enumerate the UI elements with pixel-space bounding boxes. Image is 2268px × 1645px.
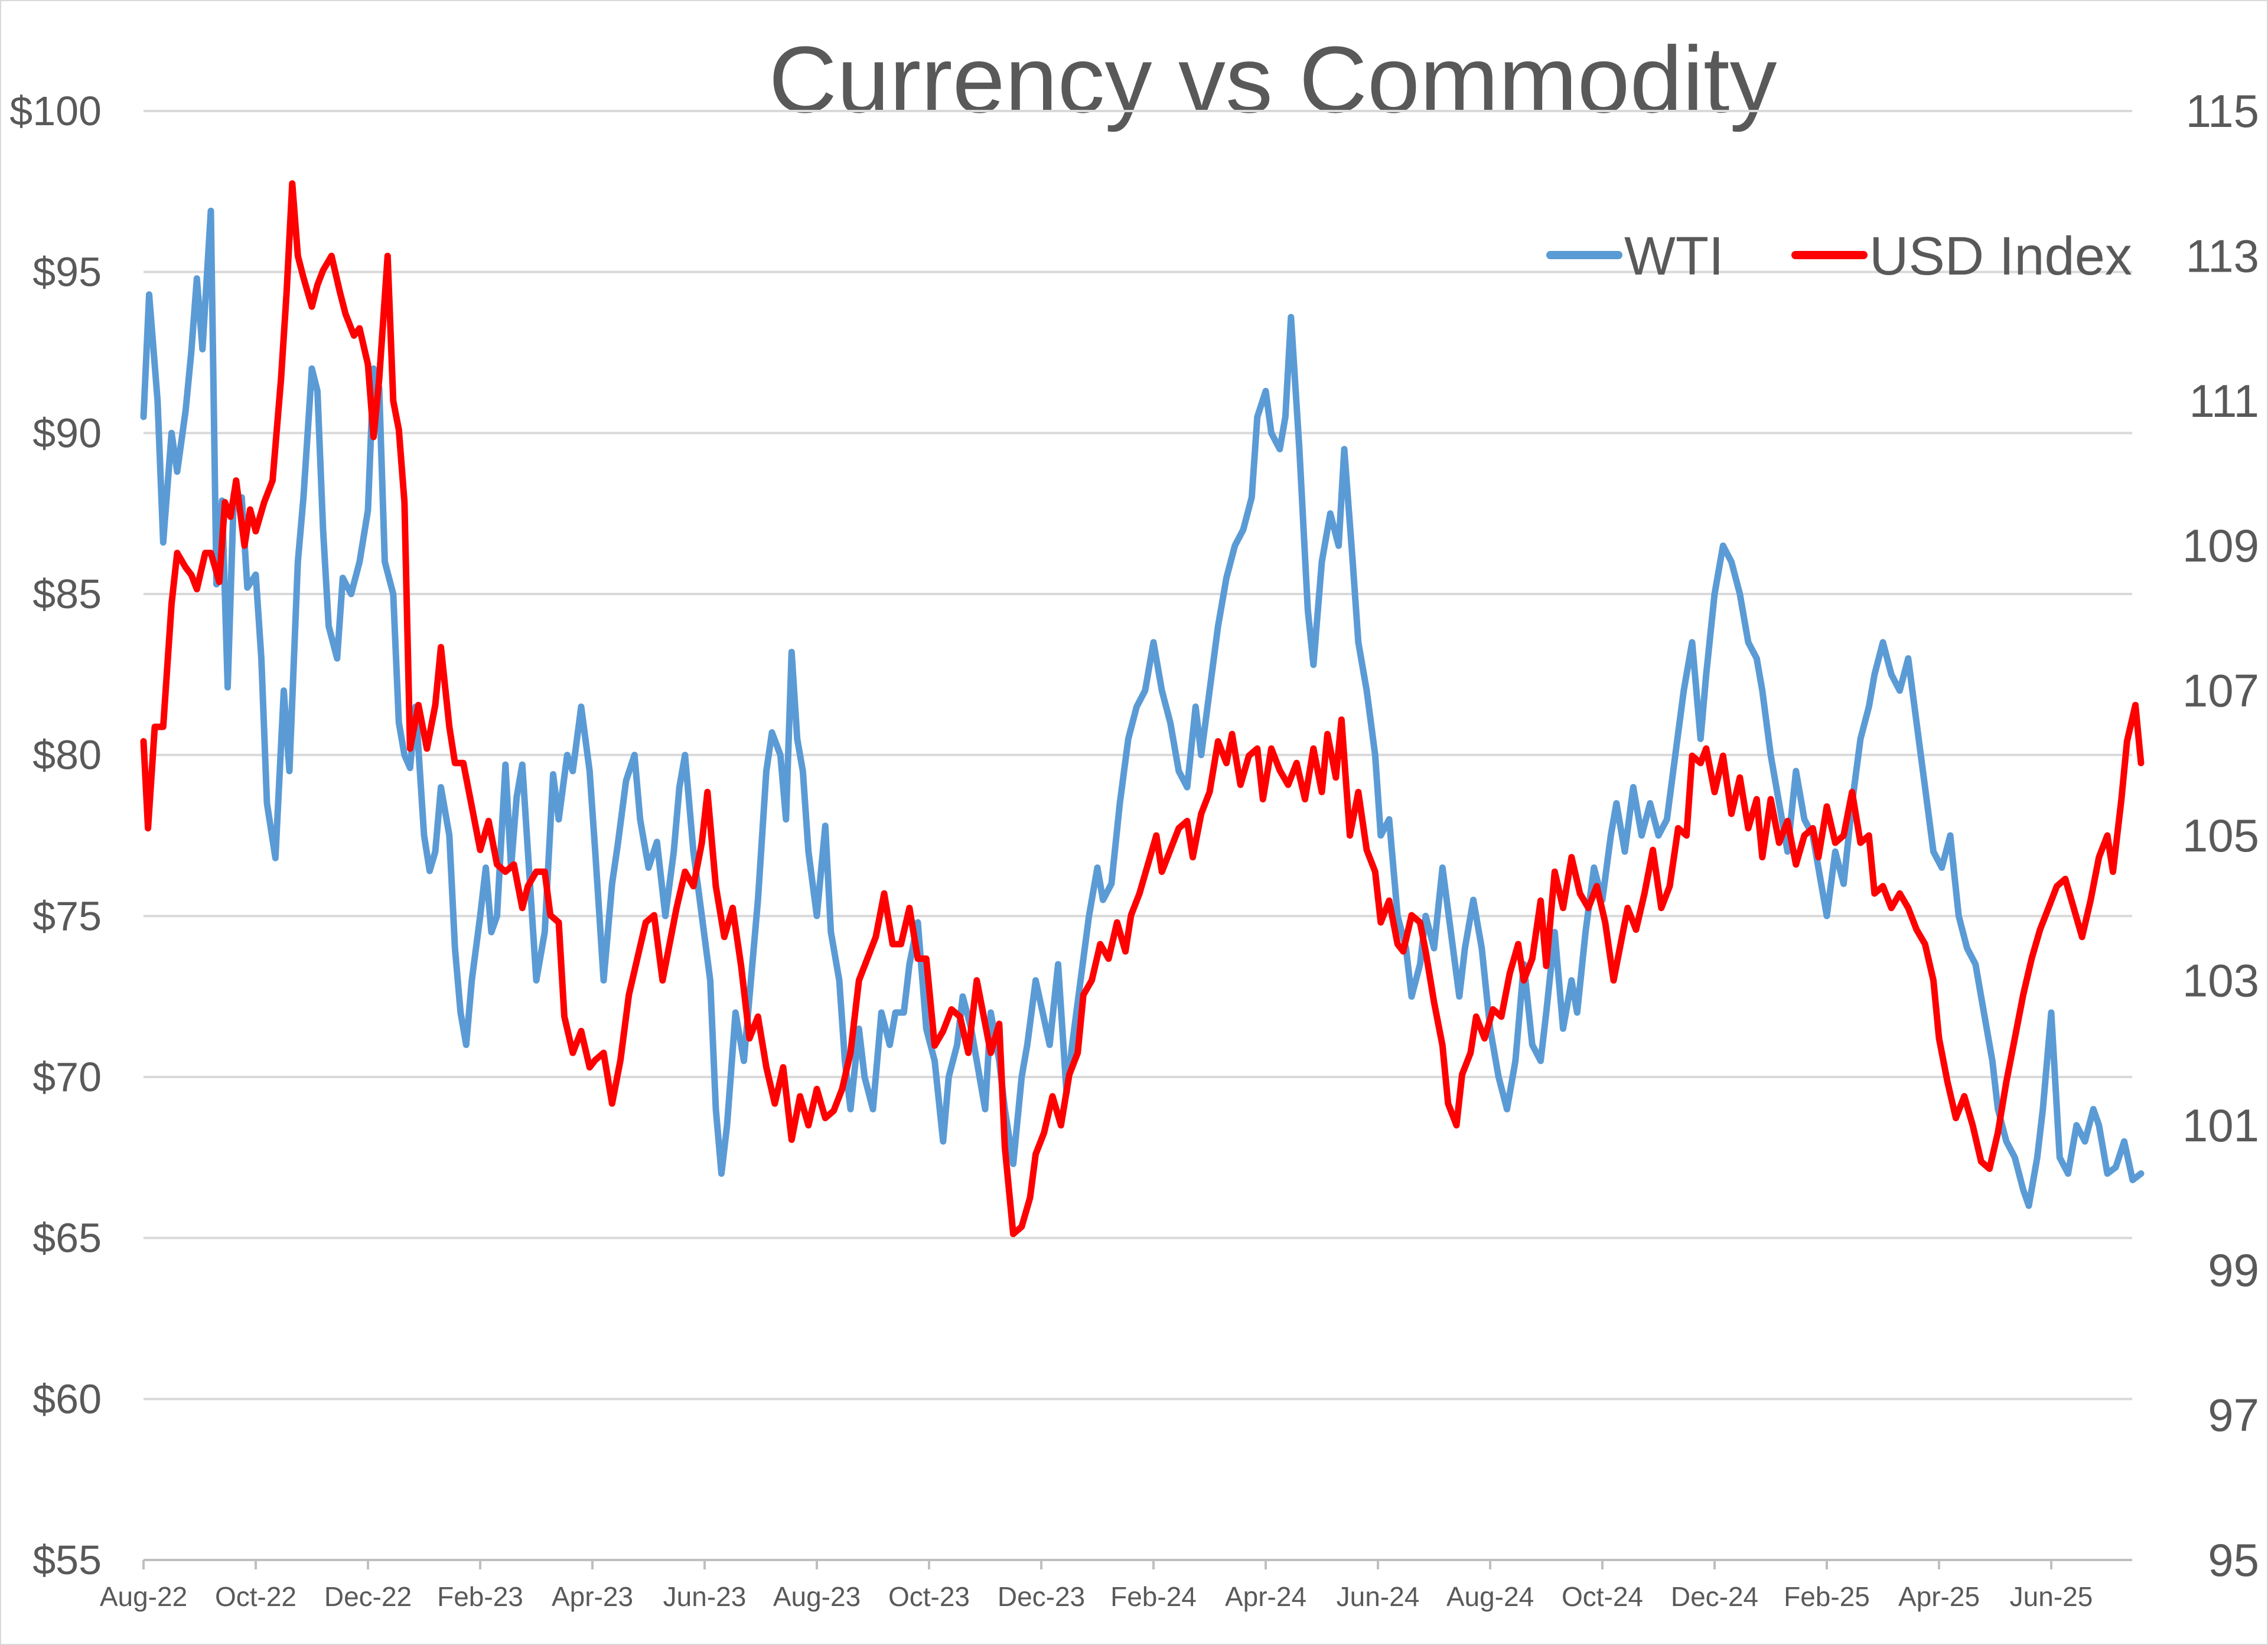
left-y-axis: $100 $95 $90 $85 $80 $75 $70 $65 $60 $55 [9,88,102,1583]
left-tick-label: $55 [32,1537,102,1583]
gridlines [144,110,2132,1561]
right-tick-label: 97 [2208,1389,2259,1441]
legend-label-wti: WTI [1624,226,1724,286]
x-tick-label: Aug-22 [100,1581,187,1612]
series-line-wti [140,207,2145,1209]
x-tick-label: Aug-23 [773,1581,861,1612]
x-tick-label: Oct-24 [1562,1581,1643,1612]
x-tick-label: Oct-23 [888,1581,970,1612]
x-tick-label: Apr-24 [1225,1581,1306,1612]
x-axis: Aug-22 Oct-22 Dec-22 Feb-23 Apr-23 Jun-23 Aug-… [100,1560,2093,1612]
right-tick-label: 107 [2182,665,2259,717]
series-layer [140,180,2145,1238]
x-tick-label: Apr-23 [552,1581,633,1612]
x-tick-label: Apr-25 [1898,1581,1980,1612]
legend-label-usd-index: USD Index [1869,226,2132,286]
x-tick-label: Jun-23 [663,1581,747,1612]
left-tick-label: $85 [32,571,102,617]
right-tick-label: 109 [2182,520,2259,572]
left-tick-label: $75 [32,893,102,939]
x-tick-label: Dec-22 [324,1581,412,1612]
left-tick-label: $95 [32,249,102,295]
right-y-axis: 115 113 111 109 107 105 103 101 99 97 95 [2182,85,2259,1586]
chart-title: Currency vs Commodity [768,27,1777,132]
x-tick-label: Feb-25 [1784,1581,1870,1612]
x-tick-label: Jun-24 [1337,1581,1420,1612]
right-tick-label: 105 [2182,810,2259,861]
left-tick-label: $90 [32,410,102,456]
right-tick-label: 115 [2186,85,2259,137]
right-tick-label: 113 [2186,230,2259,282]
x-tick-label: Aug-24 [1446,1581,1534,1612]
x-tick-label: Dec-24 [1671,1581,1758,1612]
right-tick-label: 111 [2189,375,2259,427]
series-line-usd-index [140,180,2145,1238]
right-tick-label: 101 [2182,1099,2259,1151]
x-tick-label: Feb-23 [437,1581,523,1612]
x-tick-label: Dec-23 [998,1581,1085,1612]
x-tick-label: Jun-25 [2010,1581,2093,1612]
left-tick-label: $70 [32,1054,102,1100]
legend[interactable]: WTI USD Index [1546,226,2132,286]
right-tick-label: 99 [2208,1244,2259,1296]
left-tick-label: $100 [9,88,102,134]
left-tick-label: $60 [32,1376,102,1422]
left-tick-label: $65 [32,1215,102,1261]
x-tick-label: Oct-22 [215,1581,296,1612]
left-tick-label: $80 [32,732,102,778]
x-tick-label: Feb-24 [1110,1581,1197,1612]
right-tick-label: 95 [2208,1534,2259,1586]
right-tick-label: 103 [2182,954,2259,1006]
